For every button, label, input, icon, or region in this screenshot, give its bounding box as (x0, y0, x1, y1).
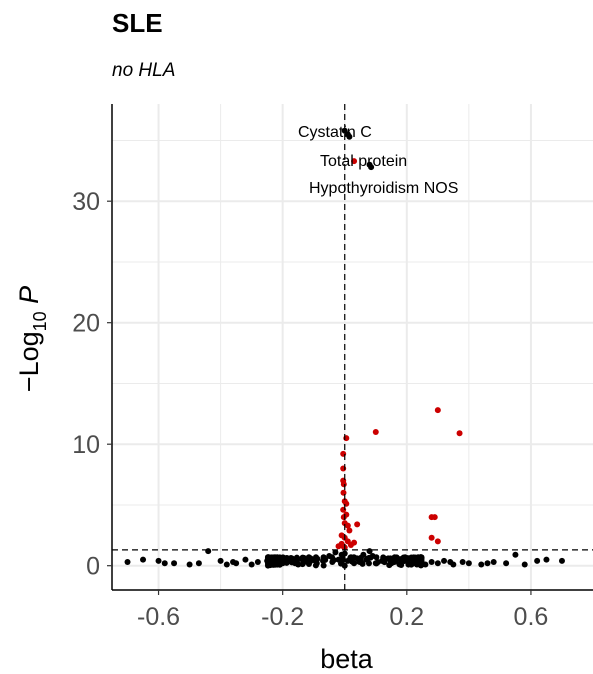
data-point-nonsignificant (386, 562, 393, 569)
data-point-nonsignificant (242, 556, 249, 563)
data-point-nonsignificant (299, 561, 306, 568)
data-point-nonsignificant (305, 554, 312, 561)
data-point-nonsignificant (254, 559, 261, 566)
data-point-significant (351, 158, 358, 165)
data-point-nonsignificant (223, 561, 230, 568)
data-point-nonsignificant (441, 557, 448, 564)
data-point-significant (431, 514, 438, 521)
data-point-nonsignificant (312, 554, 319, 561)
chart-subtitle: no HLA (112, 60, 176, 81)
data-point-nonsignificant (312, 562, 319, 569)
data-point-nonsignificant (195, 560, 202, 567)
data-point-nonsignificant (543, 556, 550, 563)
data-point-nonsignificant (392, 557, 399, 564)
data-point-nonsignificant (161, 560, 168, 567)
data-point-nonsignificant (534, 557, 541, 564)
chart-title: SLE (112, 8, 163, 38)
data-point-nonsignificant (248, 561, 255, 568)
y-tick-label: 0 (86, 553, 100, 581)
data-point-nonsignificant (366, 554, 373, 561)
data-point-nonsignificant (459, 559, 466, 566)
data-point-nonsignificant (410, 554, 417, 561)
data-point-nonsignificant (365, 560, 372, 567)
y-axis-label: −Log10 P (14, 286, 50, 392)
data-point-nonsignificant (428, 559, 435, 566)
data-point-nonsignificant (140, 556, 147, 563)
data-point-nonsignificant (332, 549, 339, 556)
data-point-nonsignificant (271, 561, 278, 568)
data-point-nonsignificant (293, 554, 300, 561)
data-point-nonsignificant (484, 560, 491, 567)
data-point-nonsignificant (186, 561, 193, 568)
data-point-significant (434, 407, 441, 414)
x-tick-label: -0.2 (261, 603, 304, 631)
point-annotation: Cystatin C (298, 124, 372, 141)
data-point-nonsignificant (265, 554, 272, 561)
point-annotation: Hypothyroidism NOS (309, 180, 458, 197)
data-point-nonsignificant (320, 554, 327, 561)
data-point-nonsignificant (288, 555, 295, 562)
data-point-nonsignificant (503, 560, 510, 567)
data-point-nonsignificant (349, 555, 356, 562)
data-point-nonsignificant (558, 557, 565, 564)
data-point-nonsignificant (230, 559, 237, 566)
data-point-nonsignificant (447, 559, 454, 566)
data-point-nonsignificant (205, 548, 212, 555)
data-point-nonsignificant (404, 555, 411, 562)
data-point-nonsignificant (434, 560, 441, 567)
data-point-nonsignificant (387, 555, 394, 562)
data-point-nonsignificant (305, 561, 312, 568)
data-point-nonsignificant (124, 559, 131, 566)
data-point-nonsignificant (283, 555, 290, 562)
data-point-nonsignificant (521, 561, 528, 568)
x-axis-label: beta (320, 644, 374, 674)
data-point-nonsignificant (373, 554, 380, 561)
data-point-nonsignificant (299, 554, 306, 561)
y-tick-label: 10 (72, 431, 100, 459)
data-point-nonsignificant (279, 559, 286, 566)
data-point-significant (344, 522, 351, 529)
y-tick-label: 20 (72, 310, 100, 338)
data-point-nonsignificant (320, 562, 327, 569)
data-point-significant (372, 429, 379, 436)
data-point-nonsignificant (512, 551, 519, 558)
data-point-nonsignificant (217, 557, 224, 564)
data-point-nonsignificant (373, 560, 380, 567)
data-point-nonsignificant (490, 559, 497, 566)
x-tick-label: -0.6 (137, 603, 180, 631)
data-point-significant (335, 543, 342, 550)
data-point-nonsignificant (330, 556, 337, 563)
data-point-nonsignificant (417, 561, 424, 568)
data-point-significant (346, 527, 353, 534)
data-point-nonsignificant (366, 548, 373, 555)
data-point-nonsignificant (368, 164, 375, 171)
data-point-significant (456, 430, 463, 437)
data-point-significant (340, 489, 347, 496)
data-point-significant (428, 534, 435, 541)
data-point-nonsignificant (465, 560, 472, 567)
data-point-significant (351, 539, 358, 546)
data-point-nonsignificant (293, 559, 300, 566)
data-point-significant (340, 514, 347, 521)
x-tick-label: 0.2 (389, 603, 424, 631)
data-point-nonsignificant (346, 133, 353, 140)
data-point-significant (354, 521, 361, 528)
data-point-nonsignificant (381, 559, 388, 566)
data-point-nonsignificant (171, 560, 178, 567)
data-point-nonsignificant (357, 554, 364, 561)
data-point-significant (340, 481, 347, 488)
data-point-nonsignificant (341, 550, 348, 557)
data-point-nonsignificant (478, 561, 485, 568)
data-point-nonsignificant (408, 561, 415, 568)
data-point-nonsignificant (155, 557, 162, 564)
point-annotation: Total protein (320, 153, 407, 170)
data-point-significant (434, 538, 441, 545)
data-point-nonsignificant (270, 554, 277, 561)
y-tick-label: 30 (72, 188, 100, 216)
x-tick-label: 0.6 (514, 603, 549, 631)
